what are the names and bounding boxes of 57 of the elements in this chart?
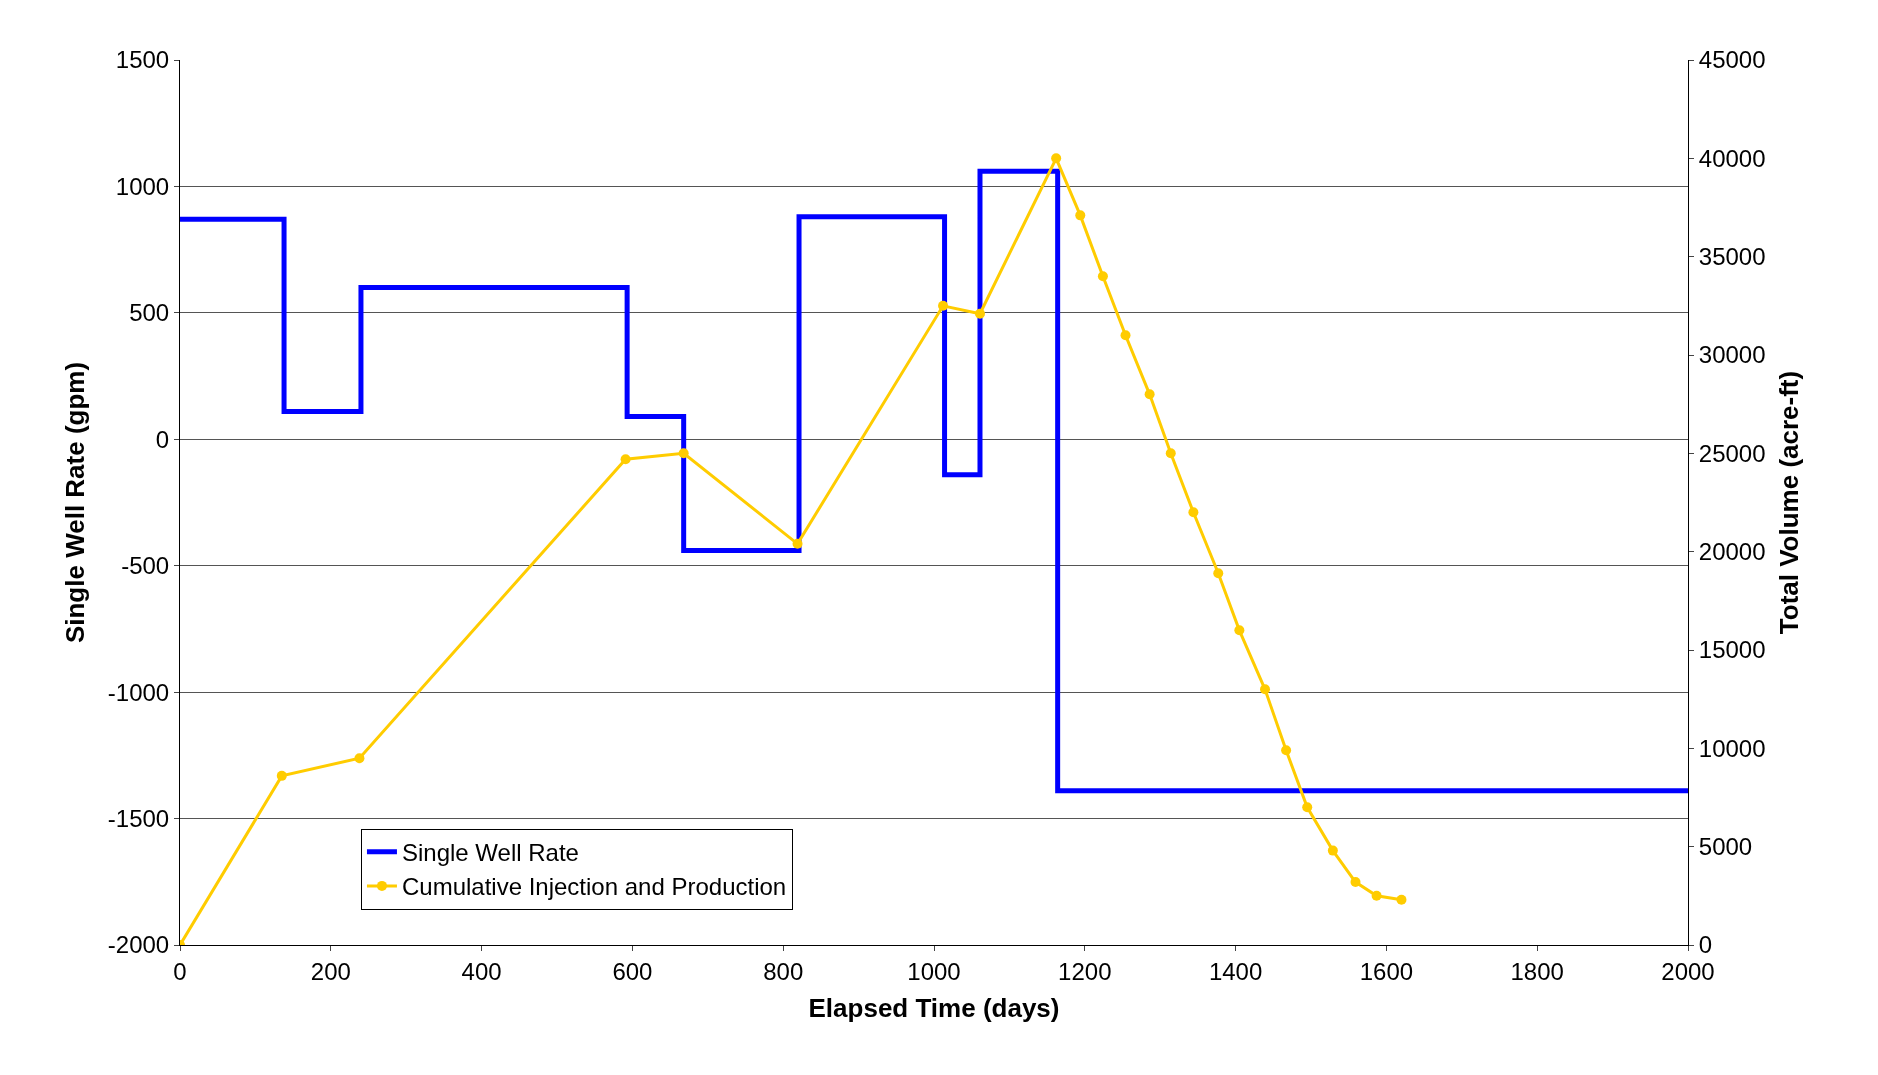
x-tick-label: 1400 (1208, 957, 1263, 985)
point (792, 538, 803, 549)
y2-tick-label: 20000 (1698, 538, 1766, 566)
point (1097, 271, 1108, 282)
y-axis-title: Single Well Rate (gpm) (60, 361, 91, 644)
y2-tick-label: 10000 (1698, 734, 1766, 762)
y-tick-label: 0 (155, 425, 170, 453)
y-tick-label: 1000 (115, 172, 170, 200)
x-tick-label: 1000 (907, 957, 961, 985)
point (1260, 684, 1271, 695)
y2-tick-label: 0 (1698, 931, 1713, 959)
point (1327, 845, 1338, 856)
y2-tick-label: 30000 (1698, 341, 1766, 369)
legend-label: Cumulative Injection and Production (401, 873, 787, 901)
point (1302, 802, 1313, 813)
x-tick-label: 2000 (1661, 957, 1715, 985)
y-tick-label: -1000 (107, 678, 170, 706)
point (1188, 507, 1199, 518)
y2-tick-label: 15000 (1698, 636, 1766, 664)
y2-tick-label: 5000 (1698, 833, 1753, 861)
y-tick-label: 1500 (115, 46, 170, 74)
point (974, 308, 985, 319)
point (276, 770, 287, 781)
x-tick-label: 1600 (1359, 957, 1414, 985)
x-tick-label: 1200 (1058, 957, 1112, 985)
x-tick-label: 200 (310, 957, 351, 985)
point (1350, 877, 1361, 888)
y-tick-label: 500 (129, 299, 170, 327)
x-tick-label: 1800 (1510, 957, 1564, 985)
point (1144, 389, 1155, 400)
point (678, 448, 689, 459)
point (938, 300, 949, 311)
point (1075, 210, 1086, 221)
point (1396, 894, 1407, 905)
point (1120, 330, 1131, 341)
legend-label: Single Well Rate (401, 839, 579, 867)
x-tick-label: 600 (612, 957, 653, 985)
y-tick-label: -500 (121, 552, 170, 580)
point (354, 753, 365, 764)
point (620, 454, 631, 465)
x-tick-label: 800 (763, 957, 804, 985)
point (1371, 890, 1382, 901)
y2-tick-label: 45000 (1698, 46, 1766, 74)
point (1281, 745, 1292, 756)
point (1165, 448, 1176, 459)
x-axis-title: Elapsed Time (days) (808, 993, 1060, 1024)
y2-tick-label: 35000 (1698, 243, 1766, 271)
x-tick-label: 400 (461, 957, 502, 985)
y2-axis-title: Total Volume (acre-ft) (1774, 370, 1805, 635)
y2-tick-label: 40000 (1698, 144, 1766, 172)
point (1234, 625, 1245, 636)
point (1213, 568, 1224, 579)
y2-tick-label: 25000 (1698, 439, 1766, 467)
x-tick-label: 0 (173, 957, 187, 985)
y-tick-label: -1500 (107, 804, 170, 832)
y-tick-label: -2000 (107, 931, 170, 959)
point (1051, 153, 1062, 164)
